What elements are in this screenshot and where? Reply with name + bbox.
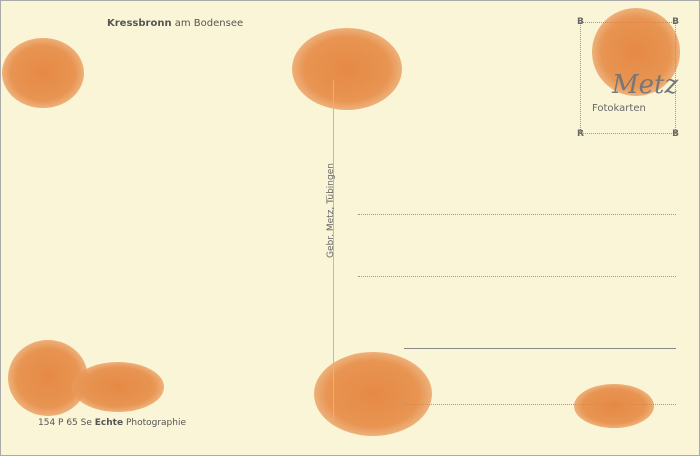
address-line xyxy=(358,276,676,277)
corner-letter: B xyxy=(672,17,679,27)
stain xyxy=(2,38,84,108)
place-caption: Kressbronn am Bodensee xyxy=(107,18,244,29)
center-divider xyxy=(333,80,334,420)
publisher-text: Gebr. Metz, Tübingen xyxy=(326,163,336,258)
corner-letter: B xyxy=(577,17,584,27)
metz-logo: Metz xyxy=(612,70,679,100)
address-line xyxy=(358,214,676,215)
stain xyxy=(574,384,654,428)
corner-letter: B xyxy=(672,129,679,139)
stain xyxy=(292,28,402,110)
stain xyxy=(72,362,164,412)
address-line xyxy=(404,404,676,405)
print-code: 154 P 65 Se Echte Photographie xyxy=(38,418,186,428)
address-line xyxy=(404,348,676,349)
stain xyxy=(314,352,432,436)
fotokarten-label: Fotokarten xyxy=(592,103,646,114)
corner-letter: R xyxy=(577,129,584,139)
stamp-box: B B R B xyxy=(577,17,679,139)
